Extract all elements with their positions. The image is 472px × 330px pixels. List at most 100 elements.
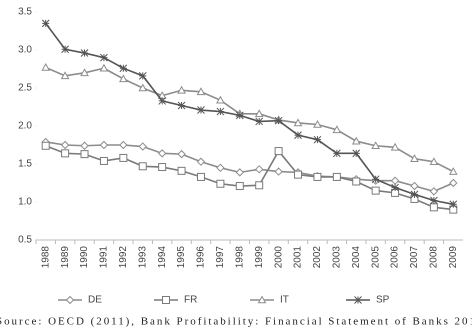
marker [313, 172, 322, 181]
marker [254, 165, 264, 174]
marker [449, 200, 458, 209]
legend-label: SP [376, 295, 390, 306]
marker [216, 179, 225, 188]
marker [410, 181, 419, 191]
marker [390, 142, 400, 151]
marker [216, 95, 225, 104]
marker [410, 154, 419, 162]
x-tick-label: 2006 [390, 246, 401, 269]
marker [294, 170, 303, 179]
marker [429, 203, 438, 212]
marker [119, 153, 128, 162]
marker [138, 83, 148, 92]
marker [196, 87, 206, 96]
x-tick-label: 2008 [429, 246, 440, 269]
marker [430, 196, 438, 205]
marker [216, 163, 225, 173]
marker [293, 118, 303, 127]
marker [41, 62, 51, 71]
marker [235, 182, 244, 191]
marker [65, 295, 75, 305]
marker [371, 186, 380, 195]
marker [371, 141, 381, 150]
marker [138, 142, 147, 151]
marker [61, 45, 69, 54]
marker [177, 149, 186, 159]
marker [294, 131, 302, 139]
x-tick-label: 1991 [99, 246, 110, 269]
marker [196, 172, 205, 181]
marker [235, 111, 244, 120]
marker [80, 49, 89, 57]
x-tick-label: 1993 [137, 246, 148, 269]
marker [138, 71, 147, 80]
x-tick-label: 1989 [60, 246, 71, 269]
marker [448, 167, 458, 175]
marker [354, 296, 362, 304]
y-tick-label: 3.0 [18, 45, 32, 56]
marker [158, 163, 167, 172]
y-tick-label: 2.5 [18, 83, 32, 94]
marker [332, 172, 341, 181]
x-tick-label: 2007 [409, 246, 420, 269]
marker [119, 64, 128, 73]
marker [410, 190, 419, 199]
marker [216, 107, 225, 116]
x-tick-label: 2000 [273, 246, 284, 269]
x-tick-label: 2002 [312, 246, 323, 269]
marker [80, 141, 89, 150]
marker [99, 63, 109, 72]
marker [41, 141, 50, 150]
marker [138, 162, 147, 171]
marker [332, 125, 342, 134]
legend-label: IT [280, 295, 289, 306]
x-tick-label: 2004 [351, 246, 362, 269]
y-tick-label: 1.0 [18, 197, 32, 208]
marker [352, 177, 361, 186]
marker [60, 140, 70, 150]
marker [274, 116, 283, 125]
marker [157, 149, 167, 158]
marker [352, 149, 361, 158]
x-tick-label: 1996 [196, 246, 207, 269]
x-tick-label: 1992 [118, 246, 129, 269]
legend-label: DE [88, 295, 102, 306]
marker [313, 135, 322, 144]
x-tick-label: 1990 [79, 246, 90, 269]
series-line [45, 141, 454, 193]
y-tick-label: 3.5 [18, 7, 32, 18]
y-tick-label: 0.5 [18, 235, 32, 246]
marker [99, 140, 109, 150]
marker [197, 106, 205, 114]
x-tick-label: 2003 [331, 246, 342, 269]
marker [60, 71, 70, 80]
marker [100, 53, 108, 62]
marker [80, 150, 89, 159]
marker [313, 119, 322, 128]
marker [158, 97, 167, 105]
x-tick-label: 1997 [215, 246, 226, 269]
marker [351, 136, 361, 145]
source-note: Source: OECD (2011), Bank Profitability:… [0, 316, 472, 328]
marker [254, 109, 264, 118]
marker [196, 157, 206, 166]
marker [119, 140, 128, 150]
marker [41, 19, 50, 28]
marker [371, 175, 380, 184]
marker [177, 101, 186, 110]
marker [255, 181, 264, 190]
marker [429, 157, 439, 166]
marker [390, 176, 400, 185]
marker [177, 166, 186, 175]
marker [257, 295, 267, 304]
marker [177, 85, 186, 94]
marker [274, 147, 283, 156]
x-tick-label: 2005 [370, 246, 381, 269]
marker [255, 117, 264, 126]
series-line [45, 66, 454, 173]
x-tick-label: 2009 [448, 246, 459, 269]
x-tick-label: 1998 [234, 246, 245, 269]
marker [429, 187, 439, 196]
